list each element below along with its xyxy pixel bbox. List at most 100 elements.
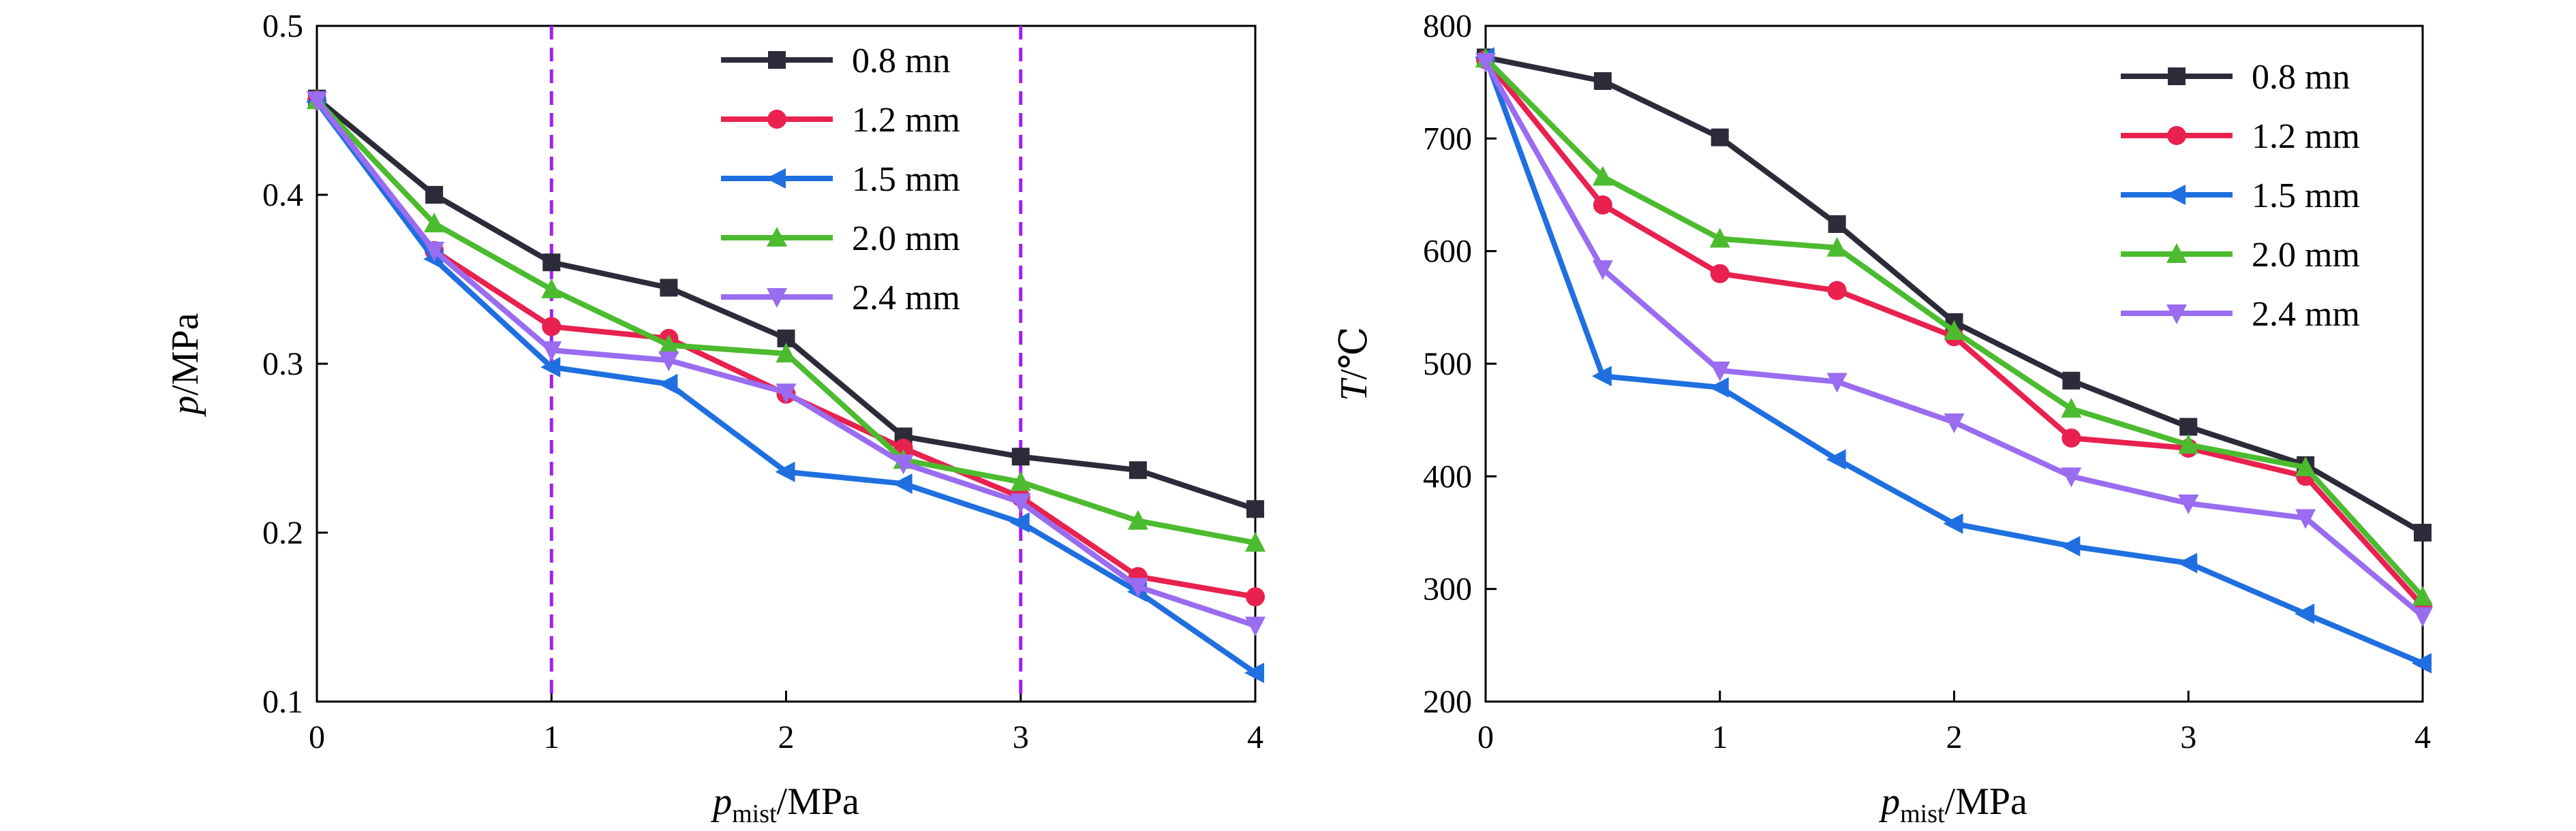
y-tick-label: 0.3 xyxy=(262,346,303,382)
x-tick-label: 1 xyxy=(1712,719,1728,755)
data-point xyxy=(2412,586,2433,606)
y-tick-label: 0.4 xyxy=(262,177,303,213)
data-point xyxy=(658,334,679,354)
data-point xyxy=(1245,616,1266,637)
data-point xyxy=(660,279,678,297)
data-point xyxy=(1826,236,1847,257)
data-point xyxy=(1944,320,1965,341)
data-point xyxy=(2295,456,2316,477)
series-5 xyxy=(1475,52,2433,627)
legend-marker xyxy=(768,51,786,69)
data-point xyxy=(1245,531,1266,552)
chart-2: 200 300 400 500 600 700 800 0 1 2 3 4 pmist/MPa T/℃ 0.… xyxy=(1333,8,2433,828)
y-tick-label: 400 xyxy=(1423,458,1472,495)
data-point xyxy=(2060,535,2081,556)
y-tick-label: 800 xyxy=(1423,8,1472,44)
data-point xyxy=(1711,128,1729,146)
legend-label: 2.0 mm xyxy=(852,219,960,258)
data-point xyxy=(892,473,913,495)
data-point xyxy=(1127,509,1148,530)
y-tick-label: 300 xyxy=(1423,571,1472,608)
data-point xyxy=(1244,662,1264,683)
data-point xyxy=(1708,377,1729,398)
data-point xyxy=(1009,512,1030,533)
data-point xyxy=(775,461,795,482)
data-point xyxy=(541,341,562,362)
y-tick-label: 0.2 xyxy=(262,515,303,551)
data-point xyxy=(2414,524,2432,542)
x-tick-label: 4 xyxy=(1247,719,1263,755)
series-line xyxy=(315,96,1257,512)
data-point xyxy=(776,343,797,363)
data-point xyxy=(1592,166,1613,186)
data-point xyxy=(2412,607,2433,627)
data-point xyxy=(1827,281,1847,300)
data-point xyxy=(1246,587,1265,607)
x-tick-label: 3 xyxy=(1013,719,1029,755)
x-tick-label: 0 xyxy=(309,719,325,755)
x-tick-label: 1 xyxy=(543,719,559,755)
data-point xyxy=(1943,513,1963,534)
x-tick-label: 2 xyxy=(1946,719,1963,755)
x-tick-label: 2 xyxy=(778,719,795,755)
y-axis-title: p/MPa xyxy=(164,313,206,417)
data-point xyxy=(1129,461,1147,480)
data-point xyxy=(2295,509,2316,529)
data-point xyxy=(2179,418,2198,436)
legend-label: 0.8 mn xyxy=(852,42,950,80)
chart-1: 0.1 0.2 0.3 0.4 0.5 0 1 2 3 4 pmist/MPa p/MPa 0.8 mn… xyxy=(164,8,1266,828)
data-point xyxy=(1010,471,1031,491)
legend-marker xyxy=(767,288,787,308)
legend-label: 0.8 mn xyxy=(2252,58,2350,97)
data-point xyxy=(2061,398,2082,418)
data-point xyxy=(2295,603,2315,625)
data-point xyxy=(1592,260,1613,281)
legend: 0.8 mn 1.2 mm 1.5 mm 2.0 mm 2.4 mm xyxy=(721,42,960,317)
x-tick-label: 3 xyxy=(2180,719,2196,755)
legend-label: 2.4 mm xyxy=(2252,295,2360,334)
data-point xyxy=(424,213,445,233)
legend-marker xyxy=(767,110,786,129)
legend-marker xyxy=(767,227,787,247)
legend-label: 2.0 mm xyxy=(2252,236,2360,275)
data-point xyxy=(1709,361,1730,381)
legend-marker xyxy=(2168,67,2186,85)
legend: 0.8 mn 1.2 mm 1.5 mm 2.0 mm 2.4 mm xyxy=(2121,58,2360,334)
data-point xyxy=(2062,371,2081,390)
legend-marker xyxy=(766,168,786,189)
series-1 xyxy=(308,89,1264,518)
data-point xyxy=(2412,653,2432,674)
legend-label: 1.2 mm xyxy=(852,101,960,140)
y-tick-label: 0.5 xyxy=(262,8,303,44)
data-point xyxy=(658,351,679,372)
y-tick-label: 600 xyxy=(1423,234,1472,270)
data-point xyxy=(1826,373,1847,393)
legend-label: 1.5 mm xyxy=(852,160,960,199)
data-point xyxy=(1828,215,1846,233)
data-point xyxy=(1591,366,1612,387)
legend-marker xyxy=(2166,243,2187,263)
data-point xyxy=(542,253,561,272)
data-point xyxy=(1826,449,1846,470)
data-point xyxy=(2061,428,2081,448)
data-point xyxy=(1944,413,1965,433)
data-point xyxy=(1010,493,1031,514)
data-point xyxy=(2178,495,2199,515)
x-tick-label: 4 xyxy=(2414,719,2431,755)
y-tick-label: 200 xyxy=(1423,684,1472,720)
data-point xyxy=(425,186,444,204)
data-point xyxy=(1710,264,1730,283)
series-5 xyxy=(307,91,1266,637)
legend-label: 1.5 mm xyxy=(2252,176,2360,215)
legend-marker xyxy=(2166,185,2186,205)
data-point xyxy=(776,383,797,404)
data-point xyxy=(2178,434,2199,454)
series-4 xyxy=(307,89,1266,552)
data-point xyxy=(541,278,562,298)
data-point xyxy=(2177,552,2198,574)
data-point xyxy=(2061,467,2082,488)
data-point xyxy=(424,241,445,262)
data-point xyxy=(1709,228,1730,248)
data-point xyxy=(893,454,914,475)
